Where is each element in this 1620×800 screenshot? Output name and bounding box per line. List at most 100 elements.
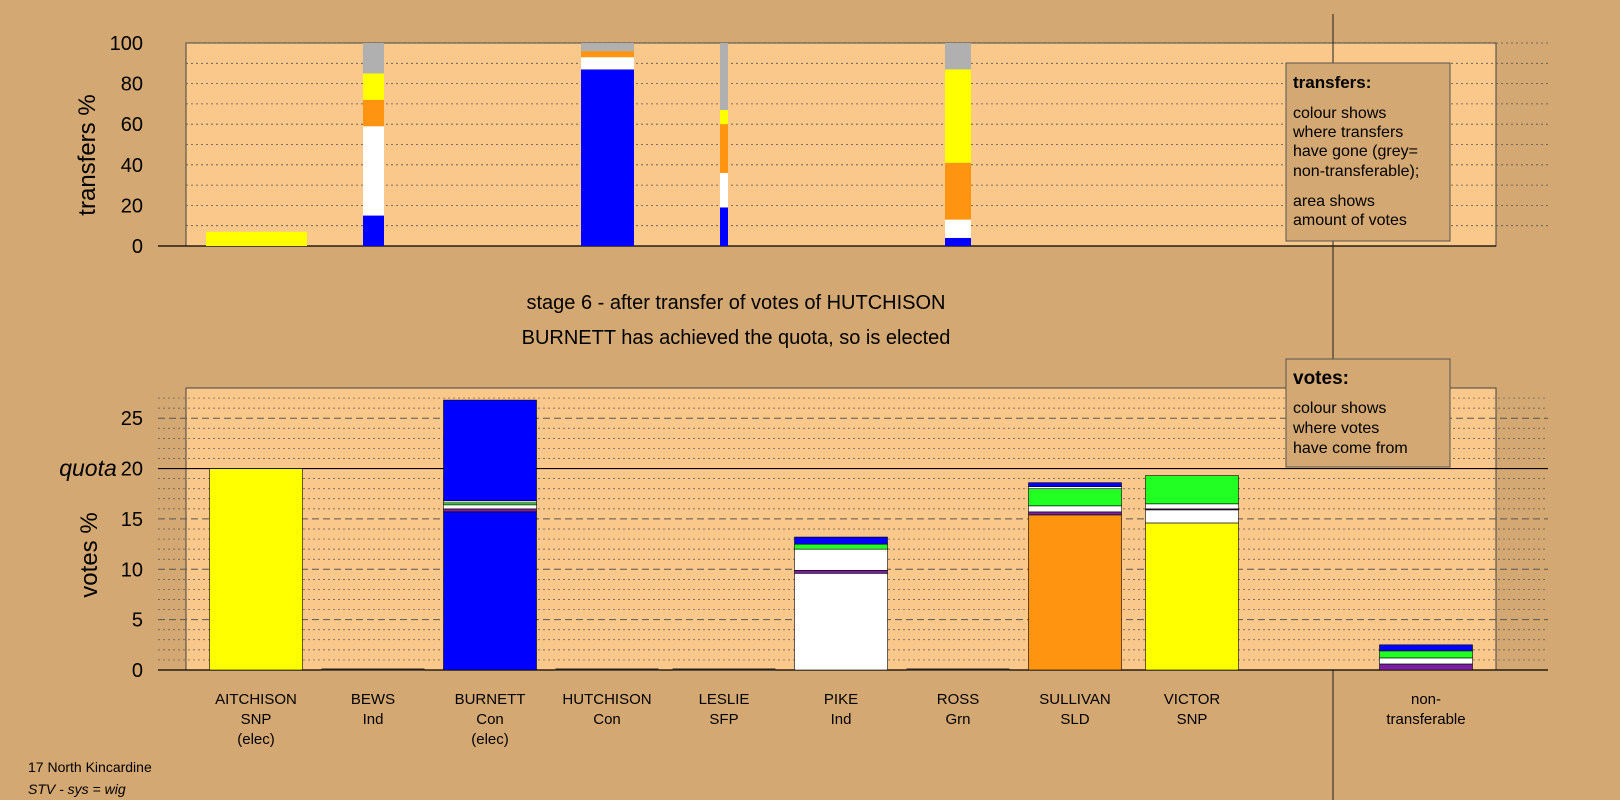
transfer-segment-ross [945,237,971,246]
transfer-segment-ross [945,43,971,70]
nontransferable-label: transferable [1386,711,1465,728]
candidate-label: SNP [1177,711,1208,728]
vote-segment [1379,657,1473,665]
vote-segment [794,543,888,550]
transfers-legend-line: amount of votes [1293,212,1407,229]
vote-segment [1145,509,1239,524]
transfer-segment-bews [363,73,384,100]
votes-legend-box [1285,358,1451,468]
candidate-label: LESLIE [699,691,750,708]
candidate-label: AITCHISON [215,691,297,708]
candidate-label: PIKE [824,691,858,708]
candidate-label: (elec) [471,731,509,748]
votes-legend: votes: colour shows where votes have com… [1285,358,1451,468]
candidate-label: SNP [241,711,272,728]
vote-segment [209,468,303,671]
candidate-label: ROSS [937,691,980,708]
transfers-legend-box [1285,62,1451,242]
vote-segment [1028,488,1122,507]
transfers-legend-line: have gone (grey= [1293,143,1418,160]
vote-segment [1028,511,1122,516]
candidate-label: SLD [1060,711,1089,728]
votes-legend-line: colour shows [1293,400,1386,417]
vote-segment [1145,503,1239,510]
candidate-label: Ind [363,711,384,728]
vote-segment [1028,505,1122,513]
votes-y-label: votes % [76,512,103,597]
y-tick-label: 20 [121,459,143,481]
transfers-panel: 0 20 40 60 80 100 transfers % [74,33,1548,258]
votes-x-labels: AITCHISON SNP (elec) BEWS Ind BURNETT Con (elec… [215,691,1465,748]
transfers-legend-line: area shows [1293,193,1375,210]
y-tick-label: 20 [121,195,143,217]
stage-subtitle: BURNETT has achieved the quota, so is el… [522,327,951,349]
votes-panel: 0 5 10 15 20 25 AITCHISON SNP (elec) BEWS Ind BURN… [59,387,1548,748]
y-tick-label: 25 [121,408,143,430]
transfer-segment-hutchison [581,69,634,246]
transfers-legend-line: where transfers [1292,124,1403,141]
transfer-segment-leslie [720,43,728,110]
vote-segment [443,399,537,502]
votes-legend-title: votes: [1293,368,1349,389]
transfers-y-label: transfers % [74,94,101,215]
transfers-legend: transfers: colour shows where transfers … [1285,62,1451,242]
transfer-segment-bews [363,99,384,127]
vote-segment [1379,644,1473,652]
vote-segment [1028,514,1122,671]
vote-segment [794,548,888,571]
nontransferable-label: non- [1411,691,1441,708]
transfer-segment-bews [363,126,384,216]
y-tick-label: 80 [121,74,143,96]
candidate-label: Ind [831,711,852,728]
y-tick-label: 5 [132,610,143,632]
vote-segment [443,508,537,513]
candidate-label: Con [593,711,621,728]
candidate-label: VICTOR [1164,691,1221,708]
transfer-segment-ross [945,162,971,220]
vote-segment [1379,663,1473,671]
transfers-legend-title: transfers: [1293,73,1371,92]
y-tick-label: 0 [132,236,143,258]
transfers-y-axis: 0 20 40 60 80 100 [110,33,143,258]
y-tick-label: 40 [121,155,143,177]
transfer-segment-leslie [720,124,728,173]
transfer-segment-hutchison [581,43,634,52]
vote-segment [794,569,888,574]
candidate-label: (elec) [237,731,275,748]
y-tick-label: 60 [121,114,143,136]
transfers-legend-line: non-transferable); [1293,163,1419,180]
system-label: STV - sys = wig [28,781,126,797]
vote-segment [1028,486,1122,490]
transfer-segment-bews [363,215,384,246]
vote-segment [794,573,888,671]
transfer-segment-leslie [720,207,728,246]
transfer-segment-ross [945,69,971,163]
constituency-label: 17 North Kincardine [28,759,152,775]
y-tick-label: 100 [110,33,143,55]
vote-segment [443,511,537,671]
votes-y-axis: 0 5 10 15 20 25 [121,408,143,682]
candidate-label: Grn [945,711,970,728]
vote-segment [443,500,537,504]
y-tick-label: 15 [121,509,143,531]
stage-title: stage 6 - after transfer of votes of HUT… [526,292,945,314]
quota-label: quota [59,455,117,481]
y-tick-label: 10 [121,559,143,581]
vote-segment [443,502,537,506]
candidate-label: BEWS [351,691,395,708]
vote-segment [1145,522,1239,671]
candidate-label: SFP [709,711,738,728]
vote-segment [1379,650,1473,659]
vote-segment [1145,475,1239,505]
candidate-label: HUTCHISON [562,691,651,708]
vote-segment [794,536,888,545]
y-tick-label: 0 [132,660,143,682]
candidate-label: Con [476,711,504,728]
votes-bars [209,399,1473,671]
transfer-segment-leslie [720,109,728,125]
votes-legend-line: have come from [1293,440,1408,457]
transfers-bars [206,43,971,246]
transfer-segment-leslie [720,172,728,208]
transfer-segment-bews [363,43,384,74]
